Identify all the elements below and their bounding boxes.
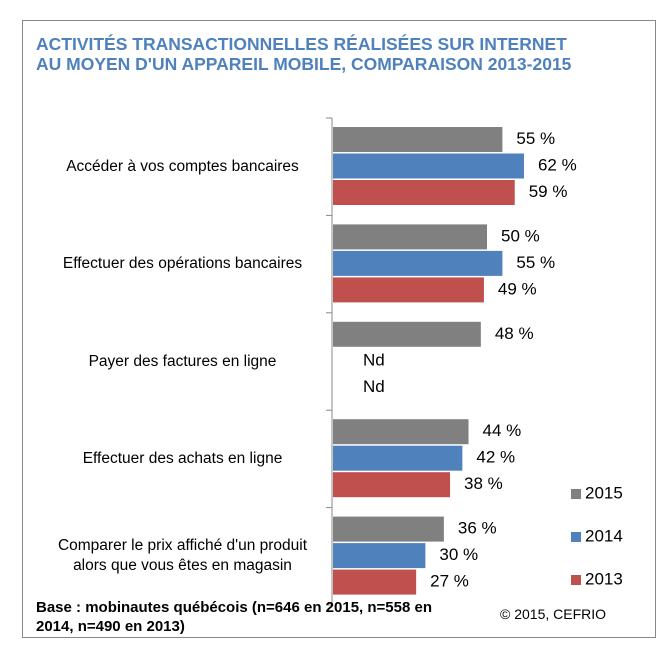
value-label: 55 %	[516, 129, 555, 148]
value-label: Nd	[363, 377, 385, 396]
category-label: Comparer le prix affiché d'un produit al…	[57, 537, 308, 575]
value-label: 62 %	[538, 155, 577, 174]
bar	[333, 224, 487, 250]
bar	[333, 250, 503, 276]
footnote: Base : mobinautes québécois (n=646 en 20…	[36, 599, 432, 635]
bar	[333, 543, 426, 569]
value-label: 27 %	[430, 572, 469, 591]
value-label: 50 %	[501, 226, 540, 245]
source: © 2015, CEFRIO	[500, 606, 607, 622]
bar	[333, 419, 469, 445]
frame	[22, 20, 656, 638]
value-label: 42 %	[476, 448, 515, 467]
value-label: Nd	[363, 350, 385, 369]
bar	[333, 277, 484, 303]
legend-label: 2013	[585, 569, 623, 588]
bar	[333, 127, 503, 152]
value-label: 38 %	[464, 474, 503, 493]
category-label: Effectuer des opérations bancaires	[62, 255, 303, 273]
category-label: Payer des factures en ligne	[88, 352, 277, 370]
value-label: 48 %	[495, 324, 534, 343]
value-label: 55 %	[516, 253, 555, 272]
legend-label: 2014	[585, 526, 623, 545]
bar	[333, 321, 481, 347]
legend-label: 2015	[585, 483, 623, 502]
category-label: Effectuer des achats en ligne	[82, 449, 283, 467]
bar	[333, 516, 444, 542]
chart-title: ACTIVITÉS TRANSACTIONNELLES RÉALISÉES SU…	[36, 34, 572, 74]
legend-swatch	[571, 489, 581, 499]
value-label: 36 %	[458, 519, 497, 538]
value-label: 49 %	[498, 279, 537, 298]
bar	[333, 445, 463, 471]
bar	[333, 569, 417, 595]
bar	[333, 153, 524, 179]
legend-swatch	[571, 575, 581, 585]
value-label: 30 %	[439, 545, 478, 564]
bar	[333, 472, 451, 498]
value-label: 44 %	[483, 421, 522, 440]
legend-swatch	[571, 532, 581, 542]
value-label: 59 %	[529, 182, 568, 201]
bar	[333, 180, 515, 205]
category-label: Accéder à vos comptes bancaires	[66, 157, 299, 175]
